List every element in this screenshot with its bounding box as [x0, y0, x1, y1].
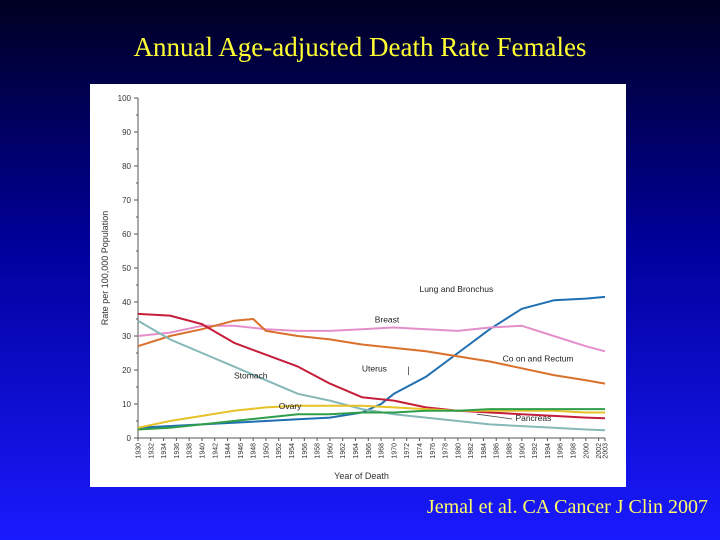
- series-labels: Lung and Bronchus Breast Co on and Rectum U…: [234, 284, 574, 423]
- x-tick-label: 1946: [238, 443, 245, 459]
- x-tick-label: 1980: [455, 443, 462, 459]
- series-label-pancreas: Pancreas: [515, 413, 551, 423]
- x-tick-label: 1972: [404, 443, 411, 459]
- series-label-ovary: Ovary: [279, 401, 302, 411]
- x-tick-label: 1974: [417, 443, 424, 459]
- x-tick-label: 1960: [327, 443, 334, 459]
- x-tick-label: 1988: [507, 443, 514, 459]
- x-tick-label: 1932: [148, 443, 155, 459]
- y-tick-label: 70: [122, 196, 131, 205]
- axes: 0 10 20 30 40 50 60 70 80 90 100 Rate per 100,000 P…: [100, 94, 610, 481]
- x-tick-label: 1952: [276, 443, 283, 459]
- series-line-uterus: [137, 312, 606, 420]
- x-tick-label: 1968: [379, 443, 386, 459]
- x-tick-label: 1986: [494, 443, 501, 459]
- x-tick-label: 1982: [468, 443, 475, 459]
- x-tick-label: 1944: [225, 443, 232, 459]
- x-tick-label: 1998: [571, 443, 578, 459]
- y-tick-label: 60: [122, 230, 131, 239]
- series-label-breast: Breast: [375, 314, 400, 324]
- series-label-lung-and-bronchus: Lung and Bronchus: [419, 284, 493, 294]
- chart-panel: 0 10 20 30 40 50 60 70 80 90 100 Rate per 100,000 P…: [90, 84, 626, 487]
- x-tick-label: 1964: [353, 443, 360, 459]
- x-tick-label: 2000: [583, 443, 590, 459]
- y-tick-label: 100: [118, 94, 132, 103]
- x-tick-label: 1996: [558, 443, 565, 459]
- y-tick-label: 40: [122, 298, 131, 307]
- x-tick-label: 1978: [443, 443, 450, 459]
- x-tick-label: 1976: [430, 443, 437, 459]
- series-line-colon-and-rectum: [137, 318, 606, 385]
- y-axis-title: Rate per 100,000 Population: [100, 211, 110, 326]
- x-tick-label: 1990: [519, 443, 526, 459]
- x-tick-label: 2002: [596, 443, 603, 459]
- citation: Jemal et al. CA Cancer J Clin 2007: [426, 496, 708, 518]
- x-tick-label: 1954: [289, 443, 296, 459]
- x-tick-label: 1956: [302, 443, 309, 459]
- x-tick-label: 1940: [199, 443, 206, 459]
- x-tick-label: 1934: [161, 443, 168, 459]
- x-tick-label: 1970: [391, 443, 398, 459]
- y-tick-label: 0: [127, 434, 132, 443]
- x-tick-label: 1984: [481, 443, 488, 459]
- x-tick-label: 1992: [532, 443, 539, 459]
- series-label-co-on-and-rectum: Co on and Rectum: [503, 354, 574, 364]
- x-tick-label: 1936: [174, 443, 181, 459]
- y-tick-label: 20: [122, 366, 131, 375]
- series-label-stomach: Stomach: [234, 371, 268, 381]
- x-tick-label: 1994: [545, 443, 552, 459]
- series-lines: [137, 295, 606, 432]
- death-rate-chart: 0 10 20 30 40 50 60 70 80 90 100 Rate per 100,000 P…: [100, 94, 610, 481]
- series-line-ovary: [137, 404, 605, 429]
- x-tick-label: 1950: [263, 443, 270, 459]
- x-tick-label: 1966: [366, 443, 373, 459]
- x-tick-label: 1958: [315, 443, 322, 459]
- series-line-pancreas: [137, 408, 605, 431]
- series-line-lung-and-bronchus: [137, 295, 606, 429]
- y-tick-label: 90: [122, 128, 131, 137]
- x-tick-label: 1930: [136, 443, 143, 459]
- slide-title: Annual Age-adjusted Death Rate Females: [133, 32, 587, 62]
- y-tick-label: 10: [122, 400, 131, 409]
- x-tick-label: 1962: [340, 443, 347, 459]
- y-tick-label: 30: [122, 332, 131, 341]
- series-label-uterus: Uterus: [362, 364, 387, 374]
- x-tick-label: 1942: [212, 443, 219, 459]
- pancreas-pointer: [477, 413, 513, 420]
- series-line-breast: [137, 324, 606, 353]
- x-axis-title: Year of Death: [334, 471, 389, 481]
- x-tick-label: 1938: [187, 443, 194, 459]
- x-tick-label: 1948: [251, 443, 258, 459]
- y-tick-label: 80: [122, 162, 131, 171]
- y-tick-label: 50: [122, 264, 131, 273]
- x-tick-label: 2003: [603, 443, 610, 459]
